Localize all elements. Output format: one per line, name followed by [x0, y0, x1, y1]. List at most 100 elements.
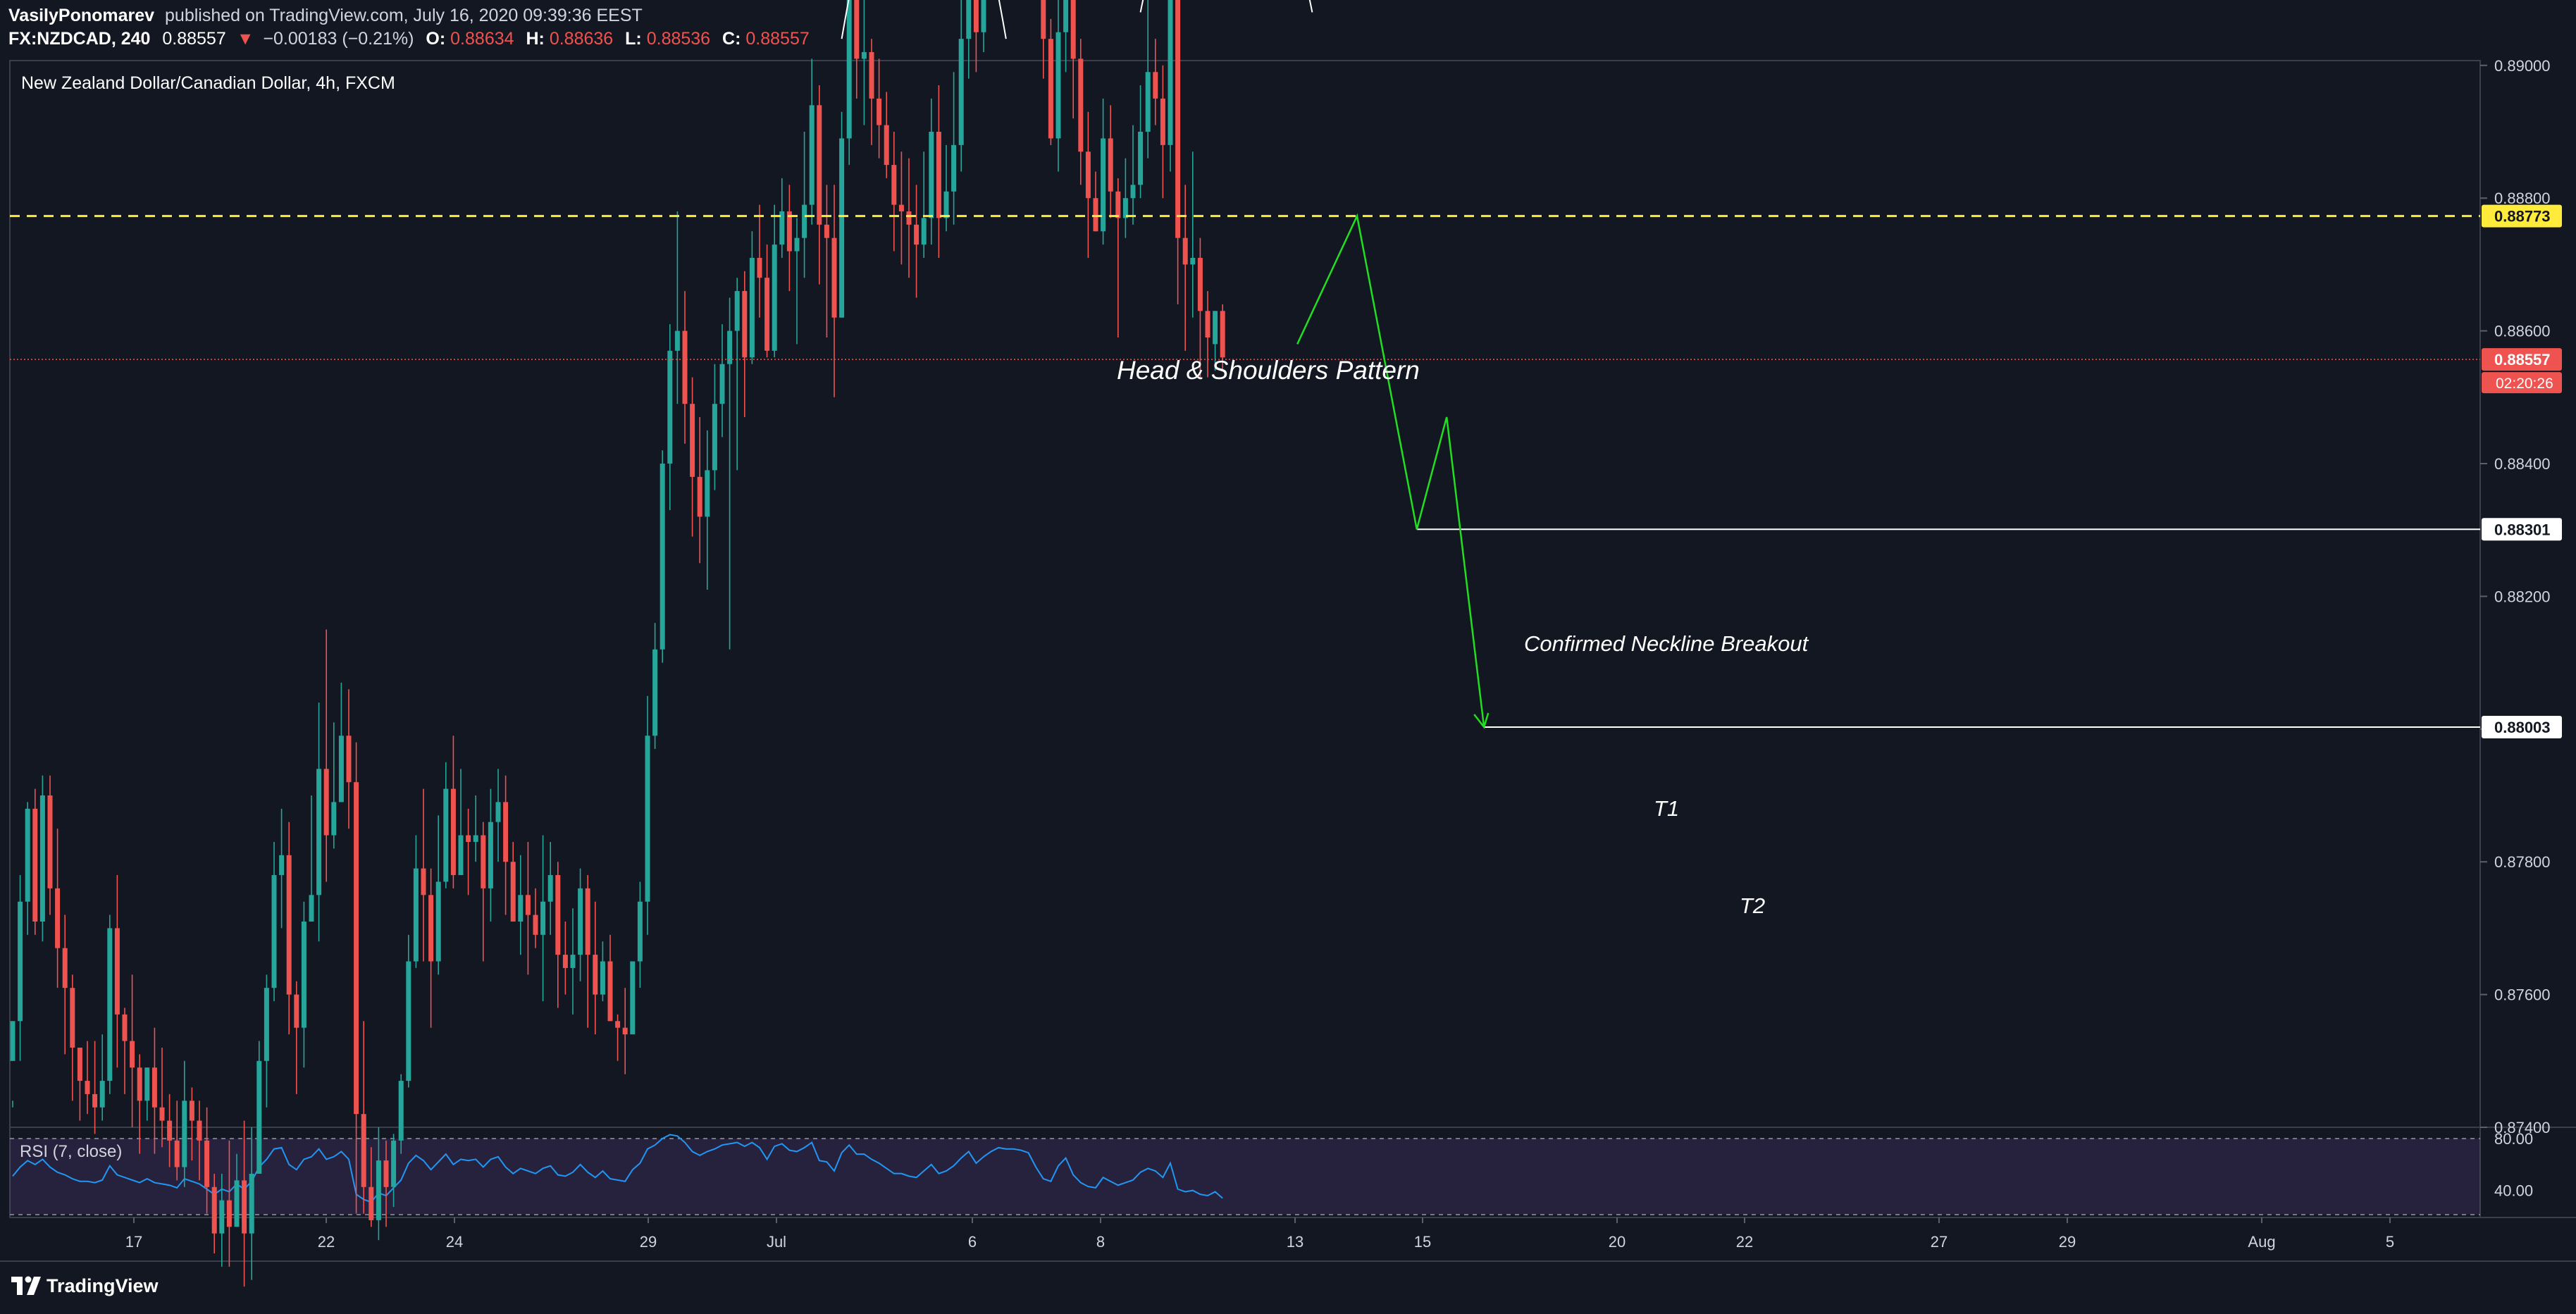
candle-down: [323, 769, 329, 836]
change-arrow-icon: ▼: [237, 29, 254, 49]
countdown-label: 02:20:26: [2496, 376, 2553, 392]
candle-up: [794, 237, 800, 252]
countdown-bg: [2482, 372, 2562, 394]
brand[interactable]: TradingView: [11, 1275, 159, 1296]
rsi-band: [10, 1139, 2480, 1215]
t1-label: T1: [1654, 796, 1679, 821]
candle-up: [219, 1200, 225, 1234]
price-label-bg-t1: [2482, 518, 2562, 541]
candle-down: [77, 1047, 82, 1081]
rsi-level-label: 40.00: [2494, 1182, 2533, 1200]
candle-up: [772, 244, 777, 351]
candle-up: [391, 1140, 397, 1187]
y-tick-label: 0.88200: [2494, 588, 2551, 605]
candle-up: [316, 769, 322, 895]
candle-down: [428, 895, 434, 962]
x-tick-label: 6: [968, 1233, 977, 1251]
candle-up: [578, 888, 583, 955]
x-tick-label: 17: [125, 1233, 142, 1251]
candle-up: [1055, 32, 1061, 139]
candle-up: [809, 105, 815, 205]
x-tick-label: Aug: [2248, 1233, 2275, 1251]
close-label: C:: [722, 29, 741, 49]
open-value: 0.88634: [450, 29, 514, 49]
candle-up: [660, 464, 665, 650]
candle-down: [47, 795, 53, 888]
candle-up: [719, 364, 725, 404]
x-tick-label: 29: [640, 1233, 657, 1251]
candle-up: [861, 51, 867, 59]
low-value: 0.88536: [647, 29, 710, 49]
price-label-bg-last-price: [2482, 348, 2562, 371]
chart-title: New Zealand Dollar/Canadian Dollar, 4h, …: [21, 73, 395, 93]
candle-up: [182, 1101, 187, 1167]
y-tick-label: 0.88600: [2494, 323, 2551, 340]
tradingview-logo-icon: [11, 1276, 41, 1295]
candle-up: [458, 835, 464, 876]
candle-up: [645, 736, 650, 902]
candle-down: [525, 895, 531, 915]
candle-down: [854, 0, 860, 59]
candle-up: [309, 895, 314, 922]
candle-up: [413, 868, 419, 962]
candle-down: [757, 257, 762, 278]
candle-up: [749, 257, 755, 358]
change-value: −0.00183 (−0.21%): [263, 29, 414, 49]
time-axis[interactable]: 17 22 24 29 Jul 6 8 13 15 20 22 27 29 Aug 5: [125, 1217, 2394, 1251]
candle-down: [92, 1093, 98, 1108]
candle-up: [1138, 132, 1144, 185]
x-tick-label: 20: [1609, 1233, 1626, 1251]
high-value: 0.88636: [550, 29, 613, 49]
candle-down: [533, 915, 538, 935]
candle-down: [226, 1200, 232, 1227]
candle-down: [70, 988, 75, 1048]
candle-up: [637, 901, 643, 962]
candle-up: [981, 0, 986, 32]
candle-up: [966, 0, 972, 39]
candle-down: [1175, 0, 1181, 238]
x-tick-label: 29: [2059, 1233, 2076, 1251]
candle-down: [697, 476, 702, 517]
projection-path: [1296, 213, 1485, 728]
candle-up: [600, 961, 605, 995]
candle-down: [562, 955, 568, 968]
candle-down: [159, 1107, 165, 1121]
candle-up: [495, 802, 501, 822]
candle-down: [85, 1081, 90, 1094]
candle-down: [1085, 151, 1091, 199]
candle-down: [137, 1067, 142, 1101]
candle-down: [936, 132, 941, 218]
x-tick-label: 13: [1287, 1233, 1304, 1251]
candle-down: [242, 1180, 247, 1234]
candle-down: [361, 1114, 366, 1187]
candle-up: [39, 795, 45, 922]
close-value: 0.88557: [745, 29, 809, 49]
candle-up: [301, 921, 306, 1028]
candle-up: [376, 1160, 381, 1220]
candle-up: [570, 955, 576, 968]
candle-down: [973, 0, 979, 32]
candle-up: [540, 901, 546, 935]
overlays: Head & Shoulders Pattern Confirmed Neckli…: [10, 0, 2480, 918]
candle-up: [1122, 198, 1128, 218]
candle-down: [510, 862, 516, 922]
candle-down: [824, 224, 829, 238]
price-axis[interactable]: 0.874000.876000.878000.880000.882000.884…: [2480, 0, 2562, 1200]
candle-up: [331, 802, 337, 836]
candle-up: [705, 470, 710, 517]
candle-up: [630, 961, 636, 1035]
candle-up: [99, 1081, 105, 1108]
price-label-bg-t2: [2482, 715, 2562, 738]
candle-down: [593, 955, 598, 995]
candle-down: [383, 1160, 389, 1187]
candle-down: [130, 1041, 135, 1068]
candle-down: [122, 1014, 128, 1041]
candle-up: [473, 835, 478, 842]
candle-up: [1145, 72, 1151, 132]
candle-down: [898, 204, 904, 212]
candle-up: [667, 350, 673, 464]
candle-up: [779, 211, 785, 245]
candle-down: [1197, 257, 1203, 311]
